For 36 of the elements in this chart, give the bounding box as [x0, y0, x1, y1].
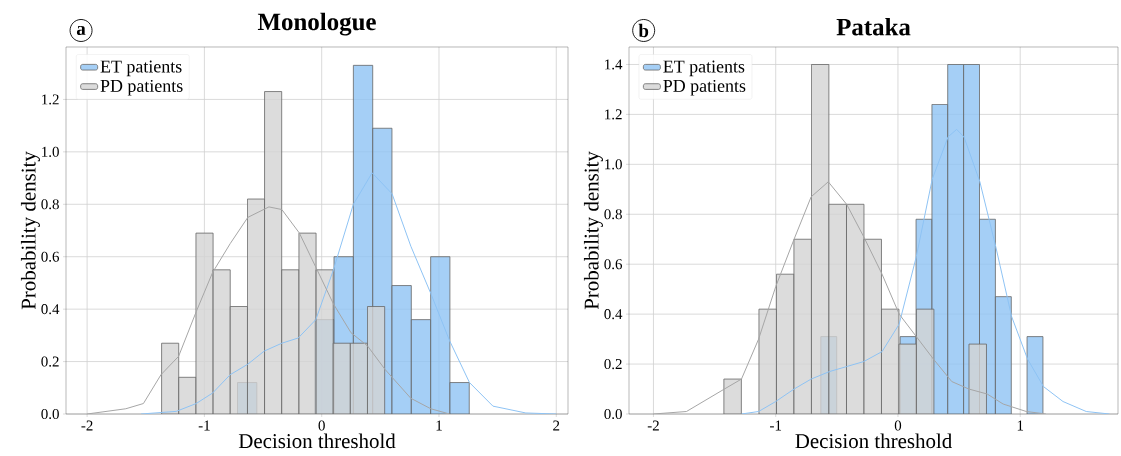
y-tick-label: 0.2	[604, 358, 622, 370]
text: a	[76, 25, 86, 36]
y-tick-label: 0.8	[41, 199, 59, 210]
x-tick-label: -2	[647, 420, 659, 431]
legend-label: ET patients	[663, 60, 745, 77]
y-tick-label: 0.0	[41, 408, 59, 420]
y-tick-label: 0.8	[604, 209, 622, 220]
x-tick-label: -2	[81, 420, 93, 431]
x-tick-label: 0	[894, 420, 902, 431]
x-tick-label: 1	[436, 420, 442, 431]
y-tick-label: 0.6	[41, 251, 60, 262]
y-tick-label: 0.2	[41, 356, 59, 367]
y-axis-title: Probability density	[20, 151, 40, 310]
chart-title: Pataka	[836, 17, 911, 36]
y-tick-label: 1.2	[42, 94, 59, 105]
y-tick-label: 0.4	[41, 304, 60, 315]
x-tick-label: 1	[1017, 420, 1024, 431]
legend-label: PD patients	[663, 79, 746, 96]
y-tick-label: 1.0	[605, 159, 622, 170]
legend-label: PD patients	[100, 79, 183, 96]
y-tick-label: 0.0	[604, 408, 622, 420]
y-tick-label: 1.0	[42, 146, 59, 157]
legend-label: ET patients	[100, 60, 182, 77]
text: b	[638, 23, 649, 38]
x-tick-label: 0	[318, 420, 325, 431]
y-tick-label: 1.4	[605, 59, 623, 70]
x-tick-label: -1	[198, 420, 210, 431]
y-tick-label: 1.2	[605, 109, 622, 120]
y-tick-label: 0.4	[604, 309, 623, 320]
chart-title: Monologue	[257, 12, 376, 36]
x-axis-title: Decision threshold	[238, 433, 396, 449]
x-tick-label: 2	[553, 420, 560, 431]
x-tick-label: -1	[770, 420, 782, 431]
x-axis-title: Decision threshold	[795, 433, 952, 449]
y-axis-title: Probability density	[583, 151, 603, 310]
y-tick-label: 0.6	[604, 259, 623, 270]
